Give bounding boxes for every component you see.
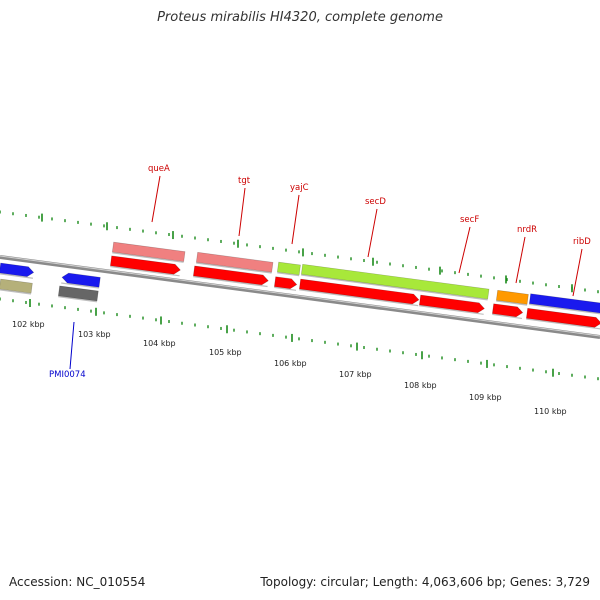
cds-nrdr-shadow	[492, 313, 523, 320]
gene-nrdr-bar	[496, 289, 529, 306]
gene-quea-bar	[112, 241, 186, 263]
gene-quea-bar-shadow	[112, 252, 184, 263]
cds-tgt-shape	[193, 265, 269, 286]
cds-quea-shadow	[110, 265, 180, 277]
gene-ribd-bar-shadow	[529, 303, 600, 315]
gene-quea-bar-shape	[112, 241, 186, 262]
leader-pmi0074	[69, 321, 75, 370]
gene-tgt-bar-shadow	[196, 262, 272, 274]
gene-ribd-bar	[529, 293, 600, 315]
scale-label: 104 kbp	[143, 339, 176, 348]
cds-secf-shadow	[419, 305, 484, 315]
cds-secd-shape	[299, 278, 420, 305]
scale-label: 105 kbp	[209, 348, 242, 357]
scale-label: 102 kbp	[12, 320, 45, 329]
leader-quea	[151, 175, 161, 223]
gene-pmi0074-arrow	[61, 272, 101, 289]
cds-yajc-shadow	[274, 286, 297, 291]
cds-ribd	[526, 307, 600, 330]
cds-yajc-shape	[274, 276, 298, 290]
gene-secd-secf-bar	[301, 263, 490, 301]
gene-pmi0074-arrow-shadow	[61, 282, 99, 289]
cds-quea	[110, 255, 181, 277]
gene-tgt-bar	[196, 251, 274, 274]
gene-yajc-bar	[277, 261, 301, 277]
cds-tgt-shadow	[193, 276, 268, 288]
backbone-line	[0, 255, 600, 339]
gene-nrdr-bar-shape	[496, 289, 529, 305]
cds-yajc	[274, 276, 298, 291]
gene-yajc-bar-shape	[277, 261, 301, 276]
cds-ribd-shape	[526, 307, 600, 328]
cds-nrdr-shape	[492, 303, 524, 318]
gene-tgt-bar-shape	[196, 251, 274, 273]
gene-label-nrdr: nrdR	[517, 225, 537, 235]
leader-secd	[367, 208, 378, 258]
gene-ribd-bar-shape	[529, 293, 600, 314]
scale-label: 110 kbp	[534, 407, 567, 416]
leader-secf	[458, 226, 471, 274]
accession-text: Accession: NC_010554	[9, 575, 146, 589]
cds-secd	[299, 278, 420, 307]
gene-left-blue-arrow-shadow	[0, 273, 34, 279]
gene-label-secf: secF	[460, 215, 479, 225]
scale-labels: 102 kbp 103 kbp 104 kbp 105 kbp 106 kbp 107 k…	[12, 320, 567, 416]
gene-left-blue-arrow-shape	[0, 262, 35, 277]
gene-label-pmi0074: PMI0074	[49, 370, 86, 380]
gene-yajc-bar-shadow	[277, 272, 300, 277]
cds-tgt	[193, 265, 269, 288]
gene-label-yajc: yajC	[290, 183, 309, 193]
genome-info-text: Topology: circular; Length: 4,063,606 bp…	[260, 575, 590, 589]
gene-label-ribd: ribD	[573, 237, 591, 247]
inner-tick-track	[0, 297, 599, 381]
gene-left-khaki-bar-shape	[0, 278, 33, 294]
gene-nrdr-bar-shadow	[496, 300, 528, 306]
leader-nrdr	[515, 236, 526, 284]
outer-tick-track	[0, 210, 599, 294]
cds-ribd-shadow	[526, 318, 600, 330]
gene-pmi0074-arrow-shape	[61, 272, 101, 288]
scale-label: 107 kbp	[339, 370, 372, 379]
gene-left-blue-arrow	[0, 262, 35, 279]
gene-pmi0074-gray-bar-shape	[58, 285, 99, 302]
gene-label-quea: queA	[148, 164, 170, 174]
scale-label: 109 kbp	[469, 393, 502, 402]
gene-pmi0074-gray-bar	[58, 285, 99, 303]
gene-left-khaki-bar-shadow	[0, 289, 32, 295]
gene-label-secd: secD	[365, 197, 386, 207]
gene-secd-secf-bar-shadow	[301, 274, 488, 301]
scale-label: 108 kbp	[404, 381, 437, 390]
genome-backbone	[0, 255, 600, 339]
gene-label-tgt: tgt	[238, 176, 251, 186]
scale-label: 103 kbp	[78, 330, 111, 339]
gene-labels: queA tgt yajC secD secF nrdR ribD PMI0074	[49, 164, 591, 380]
cds-nrdr	[492, 303, 524, 320]
label-leaders	[69, 175, 583, 370]
cds-secf-shape	[419, 294, 485, 314]
leader-ribd	[572, 248, 583, 297]
cds-secd-shadow	[299, 289, 419, 307]
gene-left-khaki-bar	[0, 278, 33, 295]
scale-label: 106 kbp	[274, 359, 307, 368]
leader-yajc	[291, 194, 300, 245]
backbone-highlight	[0, 255, 600, 337]
gene-secd-secf-bar-shape	[301, 263, 490, 300]
gene-pmi0074-gray-bar-shadow	[58, 296, 97, 303]
cds-quea-shape	[110, 255, 181, 275]
cds-secf	[419, 294, 485, 315]
page-title: Proteus mirabilis HI4320, complete genom…	[157, 10, 443, 25]
feature-track	[0, 241, 600, 330]
leader-tgt	[238, 187, 246, 237]
